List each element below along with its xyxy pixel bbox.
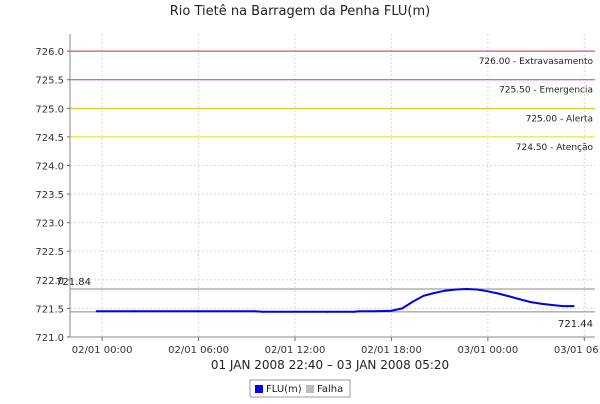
y-tick-label: 722.0 [35,276,64,287]
plot-area [70,34,595,337]
y-tick-label: 724.5 [35,133,64,144]
legend-label-flu: FLU(m) [266,384,302,395]
y-tick-label: 725.0 [35,104,64,115]
data-point-flu [197,310,200,313]
data-point-flu [465,287,468,290]
data-point-flu [508,295,511,298]
data-point-flu [253,310,256,313]
x-tick-label: 03/01 00:00 [457,345,518,356]
data-point-flu [486,290,489,293]
y-tick-label: 725.5 [35,76,64,87]
threshold-label: 724.50 - Atenção [516,143,594,153]
legend-swatch-falha [306,385,314,393]
data-point-flu [540,302,543,305]
data-point-flu [433,291,436,294]
data-point-flu [374,310,377,313]
data-point-flu [401,307,404,310]
x-tick-label: 02/01 00:00 [72,345,133,356]
legend-box [249,379,351,398]
data-point-flu [572,305,575,308]
data-point-flu [444,289,446,292]
data-point-flu [390,309,393,312]
data-point-flu [529,301,532,304]
data-point-flu [411,300,414,303]
legend: FLU(m) Falha [249,379,351,398]
axis-layer: 721.0 721.5 722.0 722.5 723.0 723.5 724.0 724.5… [35,34,600,356]
data-point-flu [133,310,136,313]
threshold-label: 725.00 - Alerta [526,114,593,124]
x-tick-label: 02/01 18:00 [361,345,422,356]
data-point-flu [497,292,500,295]
data-point-flu [454,288,457,291]
data-point-flu [95,310,98,313]
data-point-flu [422,294,425,297]
legend-swatch-flu [255,385,263,393]
data-point-flu [326,310,329,313]
y-tick-label: 723.5 [35,190,64,201]
y-tick-label: 722.5 [35,247,64,258]
chart-title: Rio Tietê na Barragem da Penha FLU(m) [170,4,431,19]
data-point-flu [551,303,554,306]
series-layer [95,287,575,313]
y-tick-label: 726.0 [35,47,64,58]
y-tick-label: 724.0 [35,161,64,172]
data-point-flu [358,310,361,313]
date-range-label: 01 JAN 2008 22:40 – 03 JAN 2008 05:20 [211,358,449,372]
threshold-layer: 726.00 - Extravasamento 725.50 - Emergenc… [56,50,595,330]
legend-label-falha: Falha [317,384,343,395]
x-tick-label: 02/01 06:00 [168,345,229,356]
min-marker-label: 721.44 [558,319,593,330]
data-point-flu [261,310,264,313]
data-point-flu [476,288,479,291]
y-tick-label: 721.5 [35,304,64,315]
data-point-flu [561,305,564,308]
x-tick-label: 03/01 06:00 [554,345,600,356]
y-tick-label: 721.0 [35,333,64,344]
max-marker-label: 721.84 [56,277,91,288]
threshold-label: 725.50 - Emergencia [499,86,593,96]
data-point-flu [519,298,521,301]
data-point-flu [352,310,355,313]
y-tick-label: 723.0 [35,219,64,230]
x-tick-label: 02/01 12:00 [265,345,326,356]
threshold-label: 726.00 - Extravasamento [479,57,594,67]
